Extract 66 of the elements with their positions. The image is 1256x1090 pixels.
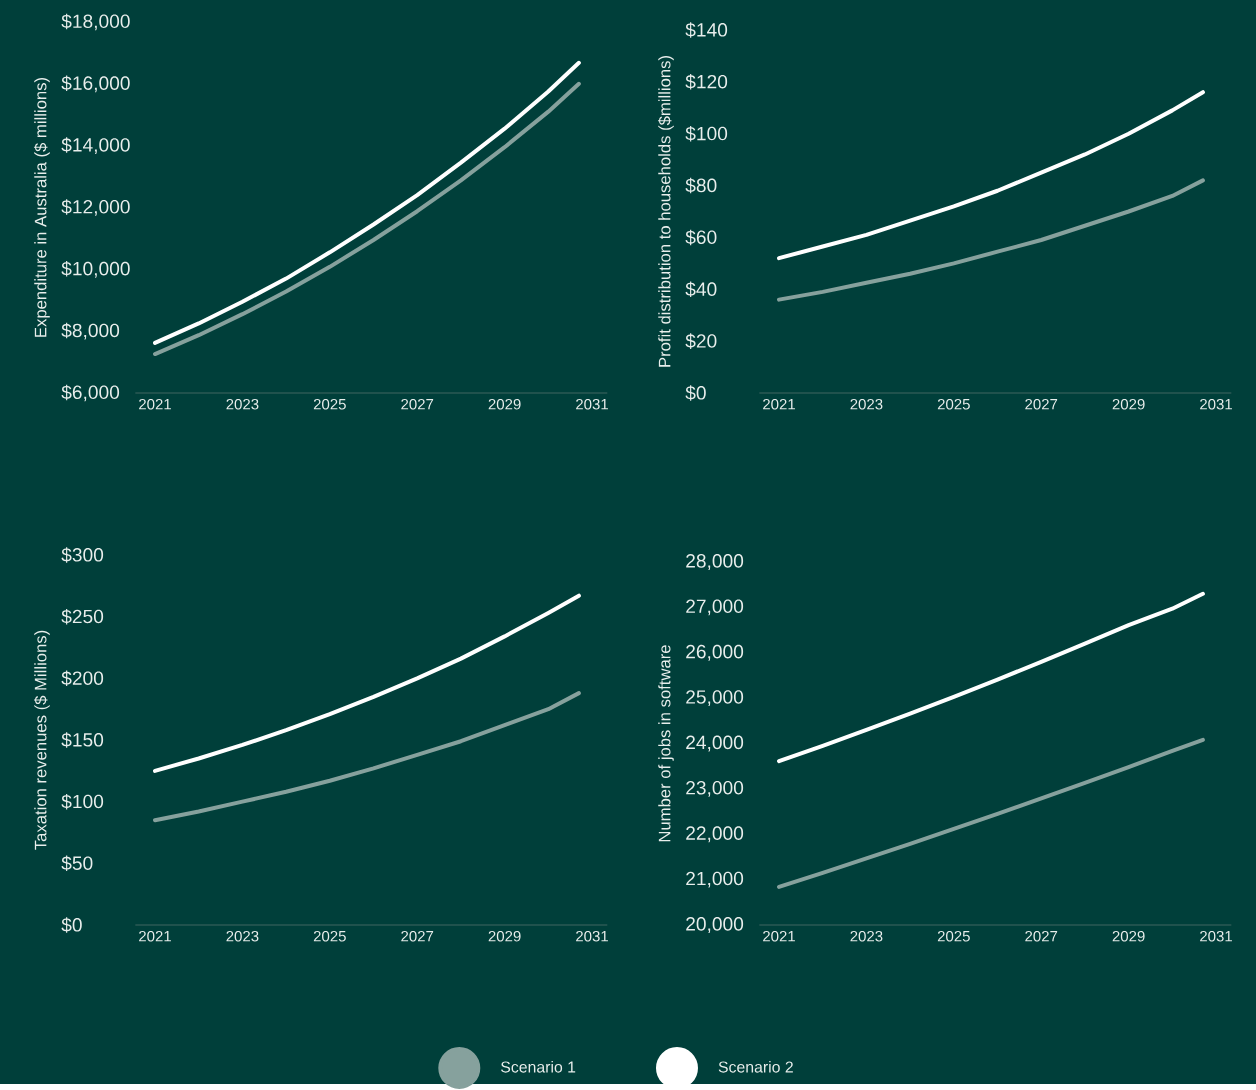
line-series	[777, 178, 1205, 302]
y-tick-label: 21,000	[686, 871, 744, 888]
legend-label: Scenario 1	[501, 1060, 576, 1073]
x-tick-label: 2023	[850, 930, 883, 942]
y-tick-label: $0	[685, 385, 706, 401]
y-tick-label: $20	[685, 333, 717, 349]
x-tick-label: 2029	[1112, 930, 1145, 942]
y-tick-label: 28,000	[686, 553, 744, 570]
y-tick-label: $8,000	[61, 322, 120, 340]
y-tick-label: 22,000	[686, 826, 744, 843]
y-tick-label: $150	[61, 732, 104, 748]
x-tick-label: 2027	[401, 398, 434, 410]
line-series	[777, 591, 1205, 764]
x-tick-label: 2025	[937, 930, 970, 942]
y-tick-label: $0	[61, 917, 82, 933]
x-tick-label: 2029	[488, 930, 521, 942]
y-tick-label: $40	[685, 281, 717, 297]
y-tick-label: $250	[61, 608, 104, 625]
y-tick-label: 26,000	[686, 644, 744, 661]
line-series	[153, 690, 581, 823]
y-axis-title: Taxation revenues ($ Millions)	[33, 630, 50, 850]
y-tick-label: $120	[685, 73, 728, 90]
x-tick-label: 2025	[313, 930, 346, 942]
y-axis-title: Expenditure in Australia ($ millions)	[33, 77, 50, 337]
y-tick-label: $14,000	[61, 137, 130, 154]
y-tick-label: $10,000	[61, 260, 130, 278]
legend-label: Scenario 2	[718, 1060, 793, 1073]
x-tick-label: 2031	[576, 930, 608, 942]
x-tick-label: 2023	[226, 398, 259, 410]
x-tick-label: 2021	[763, 398, 795, 410]
y-tick-label: $100	[61, 793, 104, 810]
x-tick-label: 2031	[1200, 398, 1232, 410]
x-tick-label: 2027	[401, 930, 434, 942]
y-tick-label: 24,000	[686, 735, 744, 752]
y-tick-label: $100	[685, 125, 728, 142]
x-tick-label: 2027	[1025, 398, 1058, 410]
y-tick-label: 27,000	[686, 599, 744, 616]
y-tick-label: $80	[685, 177, 717, 194]
y-tick-label: 20,000	[686, 916, 744, 933]
x-tick-label: 2029	[488, 398, 521, 410]
y-tick-label: $12,000	[61, 199, 130, 216]
line-series	[153, 593, 581, 773]
x-tick-label: 2031	[1200, 930, 1232, 942]
y-tick-label: $300	[61, 547, 104, 563]
y-axis-title: Profit distribution to households ($millions)	[658, 55, 674, 367]
x-tick-label: 2025	[937, 398, 970, 410]
y-tick-label: $60	[685, 229, 717, 246]
line-series	[777, 90, 1205, 261]
y-tick-label: $16,000	[61, 75, 130, 92]
y-tick-label: 23,000	[686, 780, 744, 797]
y-tick-label: $200	[61, 670, 104, 686]
y-tick-label: 25,000	[686, 690, 744, 706]
x-tick-label: 2023	[850, 398, 883, 410]
x-tick-label: 2031	[576, 398, 608, 410]
x-tick-label: 2025	[313, 398, 346, 410]
x-tick-label: 2027	[1025, 930, 1058, 942]
x-tick-label: 2023	[226, 930, 259, 942]
x-tick-label: 2021	[763, 930, 795, 942]
y-tick-label: $50	[61, 855, 93, 871]
y-tick-label: $140	[685, 22, 728, 38]
x-tick-label: 2021	[139, 930, 171, 942]
y-tick-label: $6,000	[61, 384, 120, 402]
y-axis-title: Number of jobs in software	[658, 645, 674, 842]
x-tick-label: 2029	[1112, 398, 1145, 410]
y-tick-label: $18,000	[61, 13, 130, 31]
x-tick-label: 2021	[139, 398, 171, 410]
